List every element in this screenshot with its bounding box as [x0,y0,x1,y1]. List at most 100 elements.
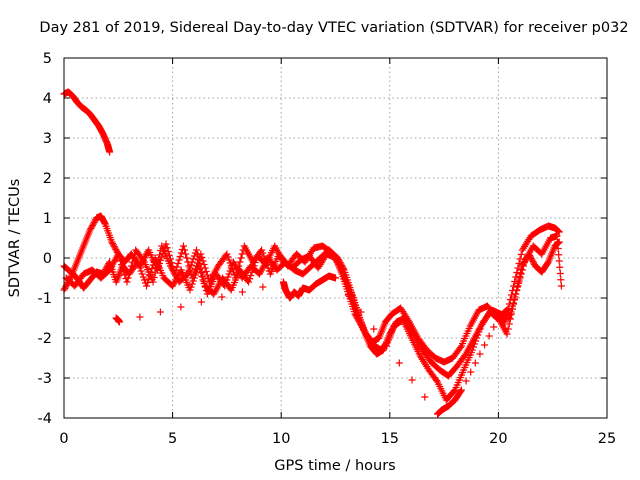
data-point [200,278,208,285]
y-tick-label: -1 [38,291,52,307]
y-tick-label: 3 [43,131,52,147]
data-point [503,306,511,314]
data-point [197,298,205,306]
data-point [457,387,465,395]
data-point [183,271,191,279]
data-point [118,261,126,268]
data-point [557,282,565,290]
data-point [353,313,361,321]
data-point [115,254,123,261]
data-point [516,255,524,263]
data-point [475,328,483,336]
data-point [203,271,211,279]
data-point [120,268,128,275]
data-point [450,387,458,395]
y-tick-label: 0 [43,251,52,267]
series-isolated-segments [112,272,511,418]
data-point [355,318,363,325]
data-point [362,331,370,339]
data-point [200,261,208,268]
data-point [476,350,484,358]
data-point [153,260,161,268]
data-point [514,282,522,290]
data-point [351,310,359,318]
data-point [467,368,475,376]
data-point [490,323,498,331]
data-point [370,325,378,333]
data-point [357,308,365,316]
data-point [197,264,205,272]
data-point [555,257,563,265]
data-point [485,332,493,340]
x-tick-label: 20 [489,431,507,447]
x-axis-label: GPS time / hours [274,458,395,474]
data-point [251,259,259,266]
data-point [182,250,190,258]
data-point [456,344,464,351]
data-point [223,250,231,258]
data-point [236,258,244,266]
grid [64,58,607,418]
data-point [344,291,352,299]
data-point [202,268,210,275]
data-point [472,337,480,345]
data-point [481,341,489,349]
data-point [198,269,206,276]
data-point [192,246,200,254]
data-point [90,219,98,226]
y-tick-label: 5 [43,51,52,67]
y-tick-label: -4 [38,411,52,427]
data-point [163,244,171,252]
x-tick-label: 5 [168,431,177,447]
data-point [238,288,246,296]
data-point [353,315,361,322]
plot-frame [63,57,608,419]
data-point [152,265,160,272]
data-point [130,254,138,262]
data-point [123,278,131,286]
data-point [360,327,368,334]
x-tick-label: 0 [59,431,68,447]
data-point [185,267,193,275]
data-point [462,377,470,385]
data-point [514,264,522,272]
data-point [503,330,511,338]
data-point [511,295,519,303]
series-upper-trace [60,88,114,156]
data-point [139,273,147,281]
data-point [121,271,129,279]
x-tick-label: 15 [381,431,399,447]
x-tick-label: 25 [598,431,616,447]
x-tick-label: 10 [272,431,290,447]
data-point [395,359,403,367]
data-point [183,254,191,262]
data-point [150,274,158,281]
data-point [557,276,565,284]
data-point [260,252,268,260]
data-point [504,325,512,333]
data-point [473,334,481,342]
data-point [246,275,254,283]
data-point [188,258,196,266]
data-point [238,250,246,258]
data-point [468,346,476,354]
data-point [112,246,120,253]
axis-ticks: 0 5 10 15 20 25 -4 -3 -2 -1 0 1 2 3 4 5 [38,51,617,447]
data-point [259,249,267,257]
data-point [136,264,144,272]
data-point [111,244,119,252]
data-point [226,267,234,275]
data-point [383,342,391,350]
data-point [136,313,144,321]
data-point [471,340,479,348]
data-point [109,241,117,249]
data-point [137,267,145,275]
data-point [356,319,364,327]
data-point [250,262,258,270]
data-point [432,377,440,384]
data-point [125,270,133,278]
data-point [126,266,134,274]
data-point [476,325,484,333]
data-point [198,254,206,261]
